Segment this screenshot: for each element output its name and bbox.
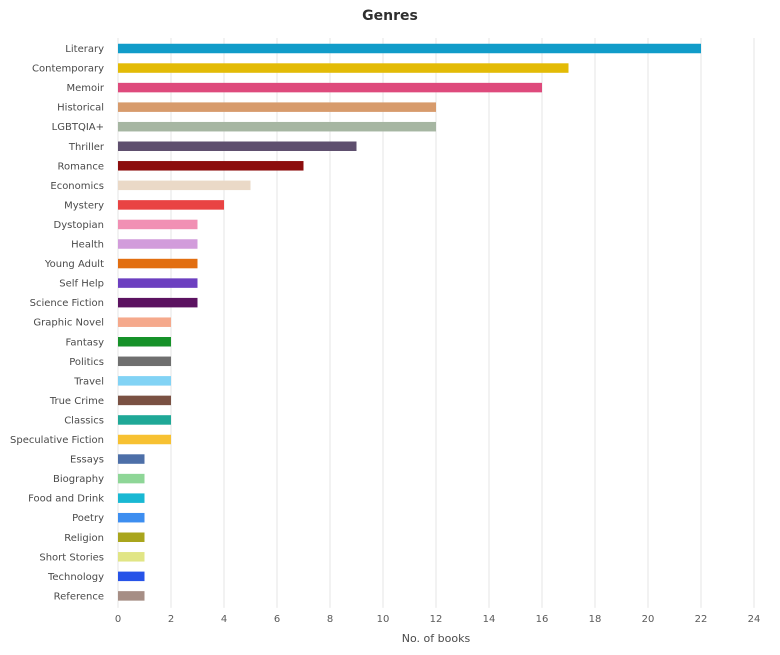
bar bbox=[118, 102, 436, 112]
category-label: Contemporary bbox=[32, 64, 104, 75]
x-tick-label: 10 bbox=[377, 614, 390, 625]
bar bbox=[118, 278, 198, 288]
bar bbox=[118, 337, 171, 347]
x-tick-label: 22 bbox=[695, 614, 708, 625]
category-label: Memoir bbox=[66, 83, 104, 94]
bar bbox=[118, 552, 145, 562]
x-tick-label: 0 bbox=[115, 614, 121, 625]
bar bbox=[118, 219, 198, 230]
x-tick-label: 20 bbox=[642, 614, 655, 625]
x-tick-label: 12 bbox=[430, 614, 443, 625]
category-label: Reference bbox=[54, 591, 104, 602]
chart-title: Genres bbox=[362, 8, 418, 24]
category-label: Technology bbox=[47, 572, 104, 583]
bar bbox=[118, 121, 436, 132]
category-label: Short Stories bbox=[39, 552, 104, 563]
x-tick-label: 14 bbox=[483, 614, 496, 625]
bar bbox=[118, 493, 145, 503]
category-label: Essays bbox=[70, 455, 104, 466]
category-label: Mystery bbox=[64, 200, 104, 211]
bar bbox=[118, 532, 145, 542]
x-axis-ticks: 0 2 4 6 8 10 12 14 16 18 20 22 24 bbox=[115, 614, 761, 625]
category-label: Health bbox=[71, 240, 104, 251]
bar bbox=[118, 141, 357, 151]
bar bbox=[118, 512, 145, 523]
category-label: Classics bbox=[64, 415, 104, 426]
x-tick-label: 2 bbox=[168, 614, 174, 625]
category-label: Dystopian bbox=[54, 220, 104, 231]
category-label: Economics bbox=[50, 181, 104, 192]
category-label: Historical bbox=[57, 103, 104, 114]
category-label: Science Fiction bbox=[30, 298, 104, 309]
category-label: Fantasy bbox=[66, 337, 105, 348]
bar bbox=[118, 591, 145, 601]
bar bbox=[118, 258, 198, 269]
x-axis-title: No. of books bbox=[402, 632, 471, 645]
x-tick-label: 6 bbox=[274, 614, 280, 625]
bar bbox=[118, 356, 171, 367]
bar bbox=[118, 200, 224, 210]
x-tick-label: 24 bbox=[748, 614, 761, 625]
bar bbox=[118, 63, 569, 73]
category-label: Romance bbox=[58, 161, 104, 172]
bar bbox=[118, 473, 145, 484]
bar bbox=[118, 43, 701, 54]
category-label: Biography bbox=[53, 474, 104, 485]
category-label: Politics bbox=[69, 357, 104, 368]
category-label: Religion bbox=[64, 533, 104, 544]
bar bbox=[118, 239, 198, 249]
x-tick-label: 16 bbox=[536, 614, 549, 625]
bar bbox=[118, 82, 542, 93]
category-label: Travel bbox=[73, 376, 104, 387]
category-label: Food and Drink bbox=[28, 494, 104, 505]
bar bbox=[118, 454, 145, 464]
bar bbox=[118, 434, 171, 445]
category-label: Thriller bbox=[68, 142, 105, 153]
bar bbox=[118, 395, 171, 406]
grid-lines bbox=[117, 38, 755, 608]
x-tick-label: 8 bbox=[327, 614, 333, 625]
category-label: Literary bbox=[65, 44, 104, 55]
category-label: Self Help bbox=[59, 279, 104, 290]
bar bbox=[118, 415, 171, 425]
bar bbox=[118, 180, 251, 191]
category-label: Speculative Fiction bbox=[10, 435, 104, 446]
bar bbox=[118, 297, 198, 308]
category-label: Young Adult bbox=[44, 259, 104, 270]
category-labels: Literary Contemporary Memoir Historical LGBT… bbox=[10, 44, 105, 602]
bar bbox=[118, 161, 304, 171]
bar bbox=[118, 317, 171, 327]
category-label: Poetry bbox=[72, 513, 104, 524]
x-tick-label: 4 bbox=[221, 614, 227, 625]
x-tick-label: 18 bbox=[589, 614, 602, 625]
bars bbox=[118, 43, 701, 601]
bar bbox=[118, 571, 145, 582]
category-label: True Crime bbox=[49, 396, 104, 407]
category-label: Graphic Novel bbox=[33, 318, 104, 329]
category-label: LGBTQIA+ bbox=[52, 122, 104, 133]
bar bbox=[118, 376, 171, 386]
